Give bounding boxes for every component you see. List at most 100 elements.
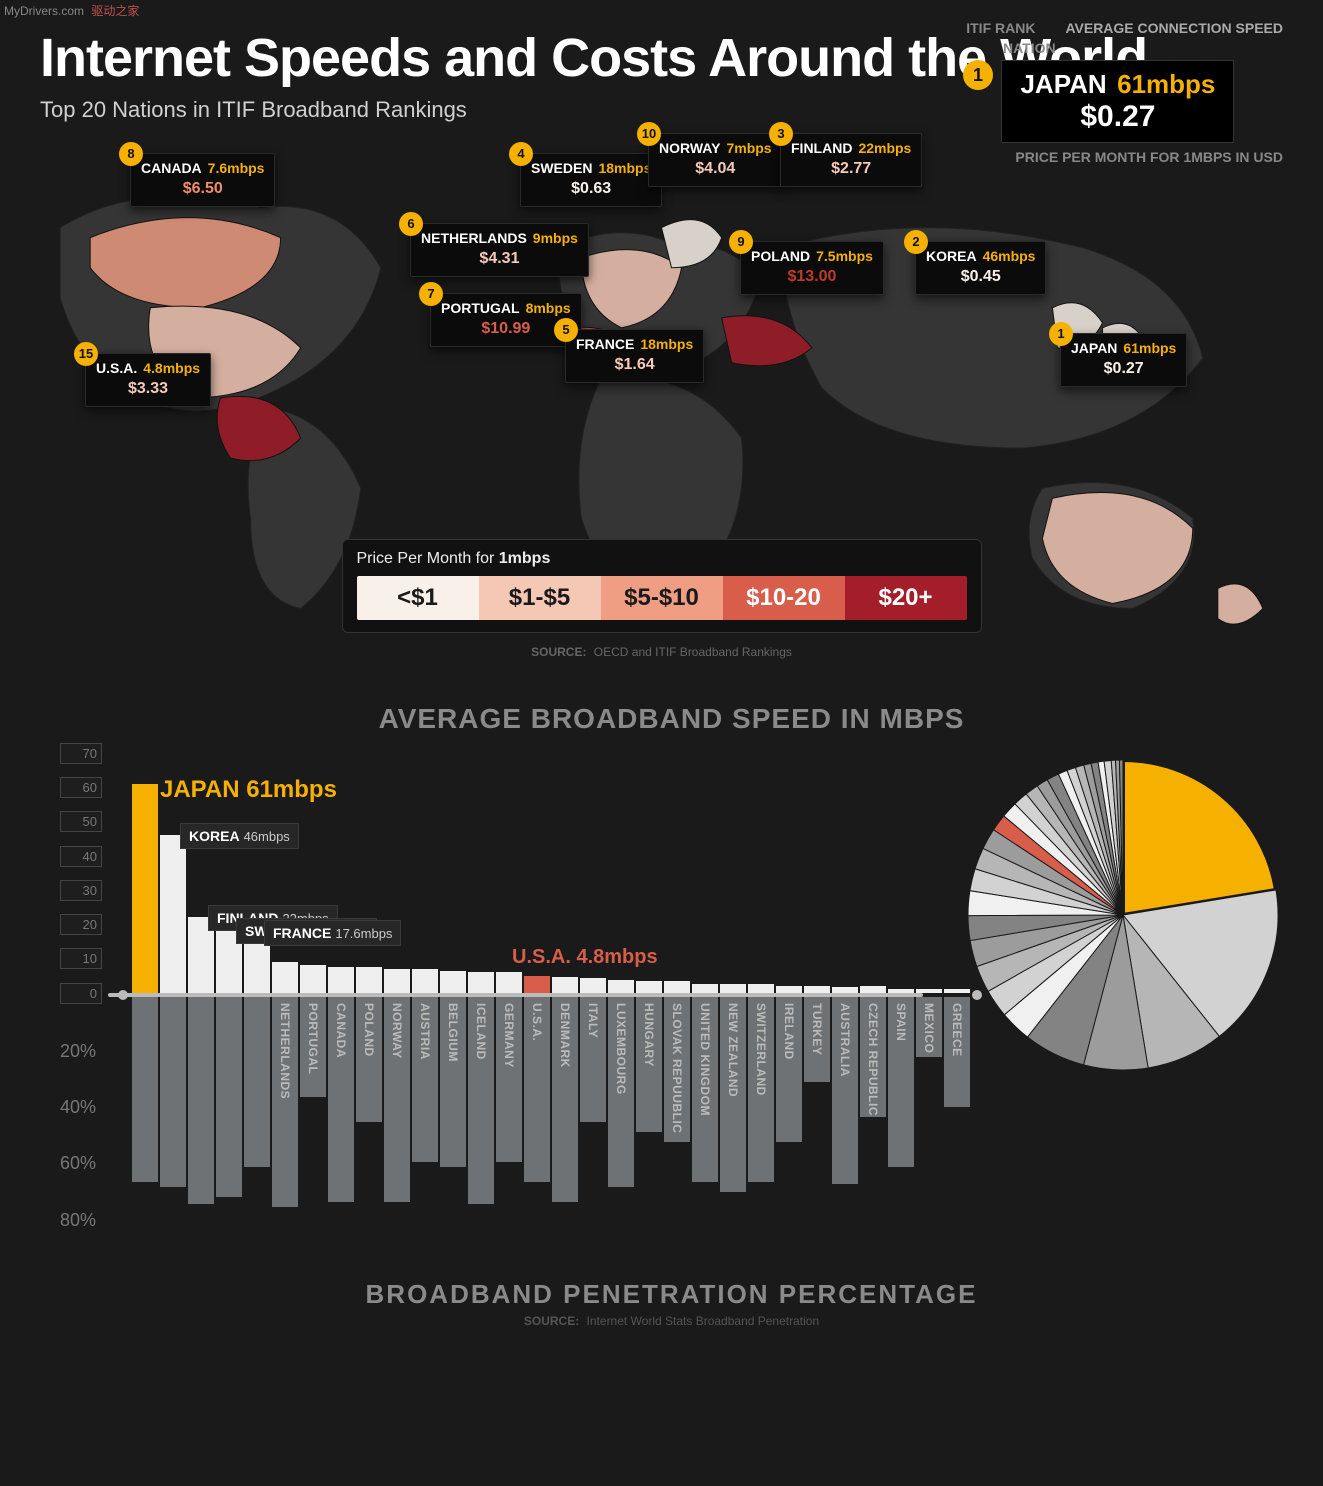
callout-speed: 61mbps: [1123, 340, 1176, 356]
bar-up: [580, 978, 606, 992]
bar-ireland: IRELAND: [776, 745, 802, 1265]
bar-label: BELGIUM: [446, 1003, 460, 1203]
bar-up: [132, 784, 158, 993]
callout-nation: KOREA: [926, 248, 977, 264]
bar-czechrepublic: CZECH REPUBLIC: [860, 745, 886, 1265]
bar-up: [888, 989, 914, 993]
map-callout-korea: 2KOREA46mbps$0.45: [915, 241, 1046, 295]
legend-nation: JAPAN: [1020, 69, 1106, 99]
bar-down: [188, 997, 214, 1205]
bar-germany: GERMANY: [496, 745, 522, 1265]
bar-up: [748, 984, 774, 992]
bar-newzealand: NEW ZEALAND: [720, 745, 746, 1265]
bar-up: [328, 967, 354, 993]
bar-label: SWITZERLAND: [754, 1003, 768, 1203]
callout-nation: PORTUGAL: [441, 300, 520, 316]
bar-label: NORWAY: [390, 1003, 404, 1203]
rank-badge-icon: 6: [399, 212, 423, 236]
bar-up: [916, 989, 942, 993]
bar-up: [636, 981, 662, 992]
rank-badge-icon: 15: [74, 342, 98, 366]
bar-label: NETHERLANDS: [278, 1003, 292, 1203]
callout-price: $0.45: [926, 268, 1035, 286]
callout-speed: 22mbps: [858, 140, 911, 156]
bar-label: TURKEY: [810, 1003, 824, 1203]
bar-label: U.S.A.: [530, 1003, 544, 1203]
bar-austria: AUSTRIA: [412, 745, 438, 1265]
bar-up: [440, 971, 466, 993]
bar-label: ITALY: [586, 1003, 600, 1203]
callout-price: $13.00: [751, 268, 873, 286]
bar-unitedkingdom: UNITED KINGDOM: [692, 745, 718, 1265]
bar-up: [524, 976, 550, 992]
callout-price: $1.64: [576, 356, 693, 374]
bar-up: [832, 987, 858, 993]
bar-label: NEW ZEALAND: [726, 1003, 740, 1203]
bar-belgium: BELGIUM: [440, 745, 466, 1265]
y-tick-up: 40: [60, 846, 102, 867]
callout-speed: 7mbps: [726, 140, 771, 156]
callout-price: $2.77: [791, 160, 911, 178]
bar-up: [412, 969, 438, 993]
bar-label: SLOVAK REPUUBLIC: [670, 1003, 684, 1203]
bar-up: [272, 962, 298, 993]
rank-badge-icon: 2: [904, 230, 928, 254]
map-callout-finland: 3FINLAND22mbps$2.77: [780, 133, 922, 187]
bar-usa: U.S.A.: [524, 745, 550, 1265]
bar-label: UNITED KINGDOM: [698, 1003, 712, 1203]
callout-price: $0.27: [1071, 360, 1176, 378]
legend-speed-label: AVERAGE CONNECTION SPEED: [1065, 20, 1283, 36]
bar-switzerland: SWITZERLAND: [748, 745, 774, 1265]
pie-slice: [1123, 760, 1276, 915]
y-tick-up: 60: [60, 777, 102, 798]
bar-label: POLAND: [362, 1003, 376, 1203]
map-callout-usa: 15U.S.A.4.8mbps$3.33: [85, 353, 211, 407]
callout-nation: U.S.A.: [96, 360, 137, 376]
bar-label: AUSTRALIA: [838, 1003, 852, 1203]
map-callout-france: 5FRANCE18mbps$1.64: [565, 329, 704, 383]
rank-badge-icon: 3: [769, 122, 793, 146]
bar-japan: [132, 745, 158, 1265]
rank-badge-icon: 1: [963, 60, 993, 90]
bar-up: [720, 984, 746, 993]
price-legend: Price Per Month for 1mbps <$1$1-$5$5-$10…: [342, 539, 982, 633]
bar-label: PORTUGAL: [306, 1003, 320, 1203]
bar-label: CANADA: [334, 1003, 348, 1203]
bar-up: [692, 984, 718, 993]
bar-label: AUSTRIA: [418, 1003, 432, 1203]
callout-price: $3.33: [96, 380, 200, 398]
bar-hungary: HUNGARY: [636, 745, 662, 1265]
bar-label: LUXEMBOURG: [614, 1003, 628, 1203]
map-source-text: OECD and ITIF Broadband Rankings: [594, 645, 792, 659]
bar-label: GERMANY: [502, 1003, 516, 1203]
callout-nation: CANADA: [141, 160, 202, 176]
bar-label: CZECH REPUBLIC: [866, 1003, 880, 1203]
price-legend-bold: 1mbps: [499, 550, 551, 567]
price-bucket: $10-20: [723, 576, 845, 620]
bar-label: GREECE: [950, 1003, 964, 1203]
callout-price: $4.31: [421, 250, 578, 268]
bar-label: MEXICO: [922, 1003, 936, 1203]
map-callout-netherlands: 6NETHERLANDS9mbps$4.31: [410, 223, 589, 277]
bar-denmark: DENMARK: [552, 745, 578, 1265]
callout-price: $6.50: [141, 180, 264, 198]
bar-australia: AUSTRALIA: [832, 745, 858, 1265]
bar-slovakrepuublic: SLOVAK REPUUBLIC: [664, 745, 690, 1265]
bar-callout: KOREA46mbps: [180, 823, 299, 849]
price-bucket: $20+: [845, 576, 967, 620]
bar-up: [664, 981, 690, 993]
legend-example-box: JAPAN 61mbps $0.27: [1001, 60, 1234, 143]
map-callout-japan: 1JAPAN61mbps$0.27: [1060, 333, 1187, 387]
price-legend-title: Price Per Month for 1mbps: [357, 550, 967, 568]
bar-spain: SPAIN: [888, 745, 914, 1265]
callout-nation: NETHERLANDS: [421, 230, 527, 246]
bar-up: [608, 980, 634, 993]
bar-label: DENMARK: [558, 1003, 572, 1203]
bar-up: [552, 977, 578, 993]
price-bucket: <$1: [357, 576, 479, 620]
bar-label: IRELAND: [782, 1003, 796, 1203]
y-tick-down: 80%: [60, 1210, 96, 1231]
map-callout-norway: 10NORWAY7mbps$4.04: [648, 133, 783, 187]
bar-mexico: MEXICO: [916, 745, 942, 1265]
y-tick-up: 30: [60, 880, 102, 901]
